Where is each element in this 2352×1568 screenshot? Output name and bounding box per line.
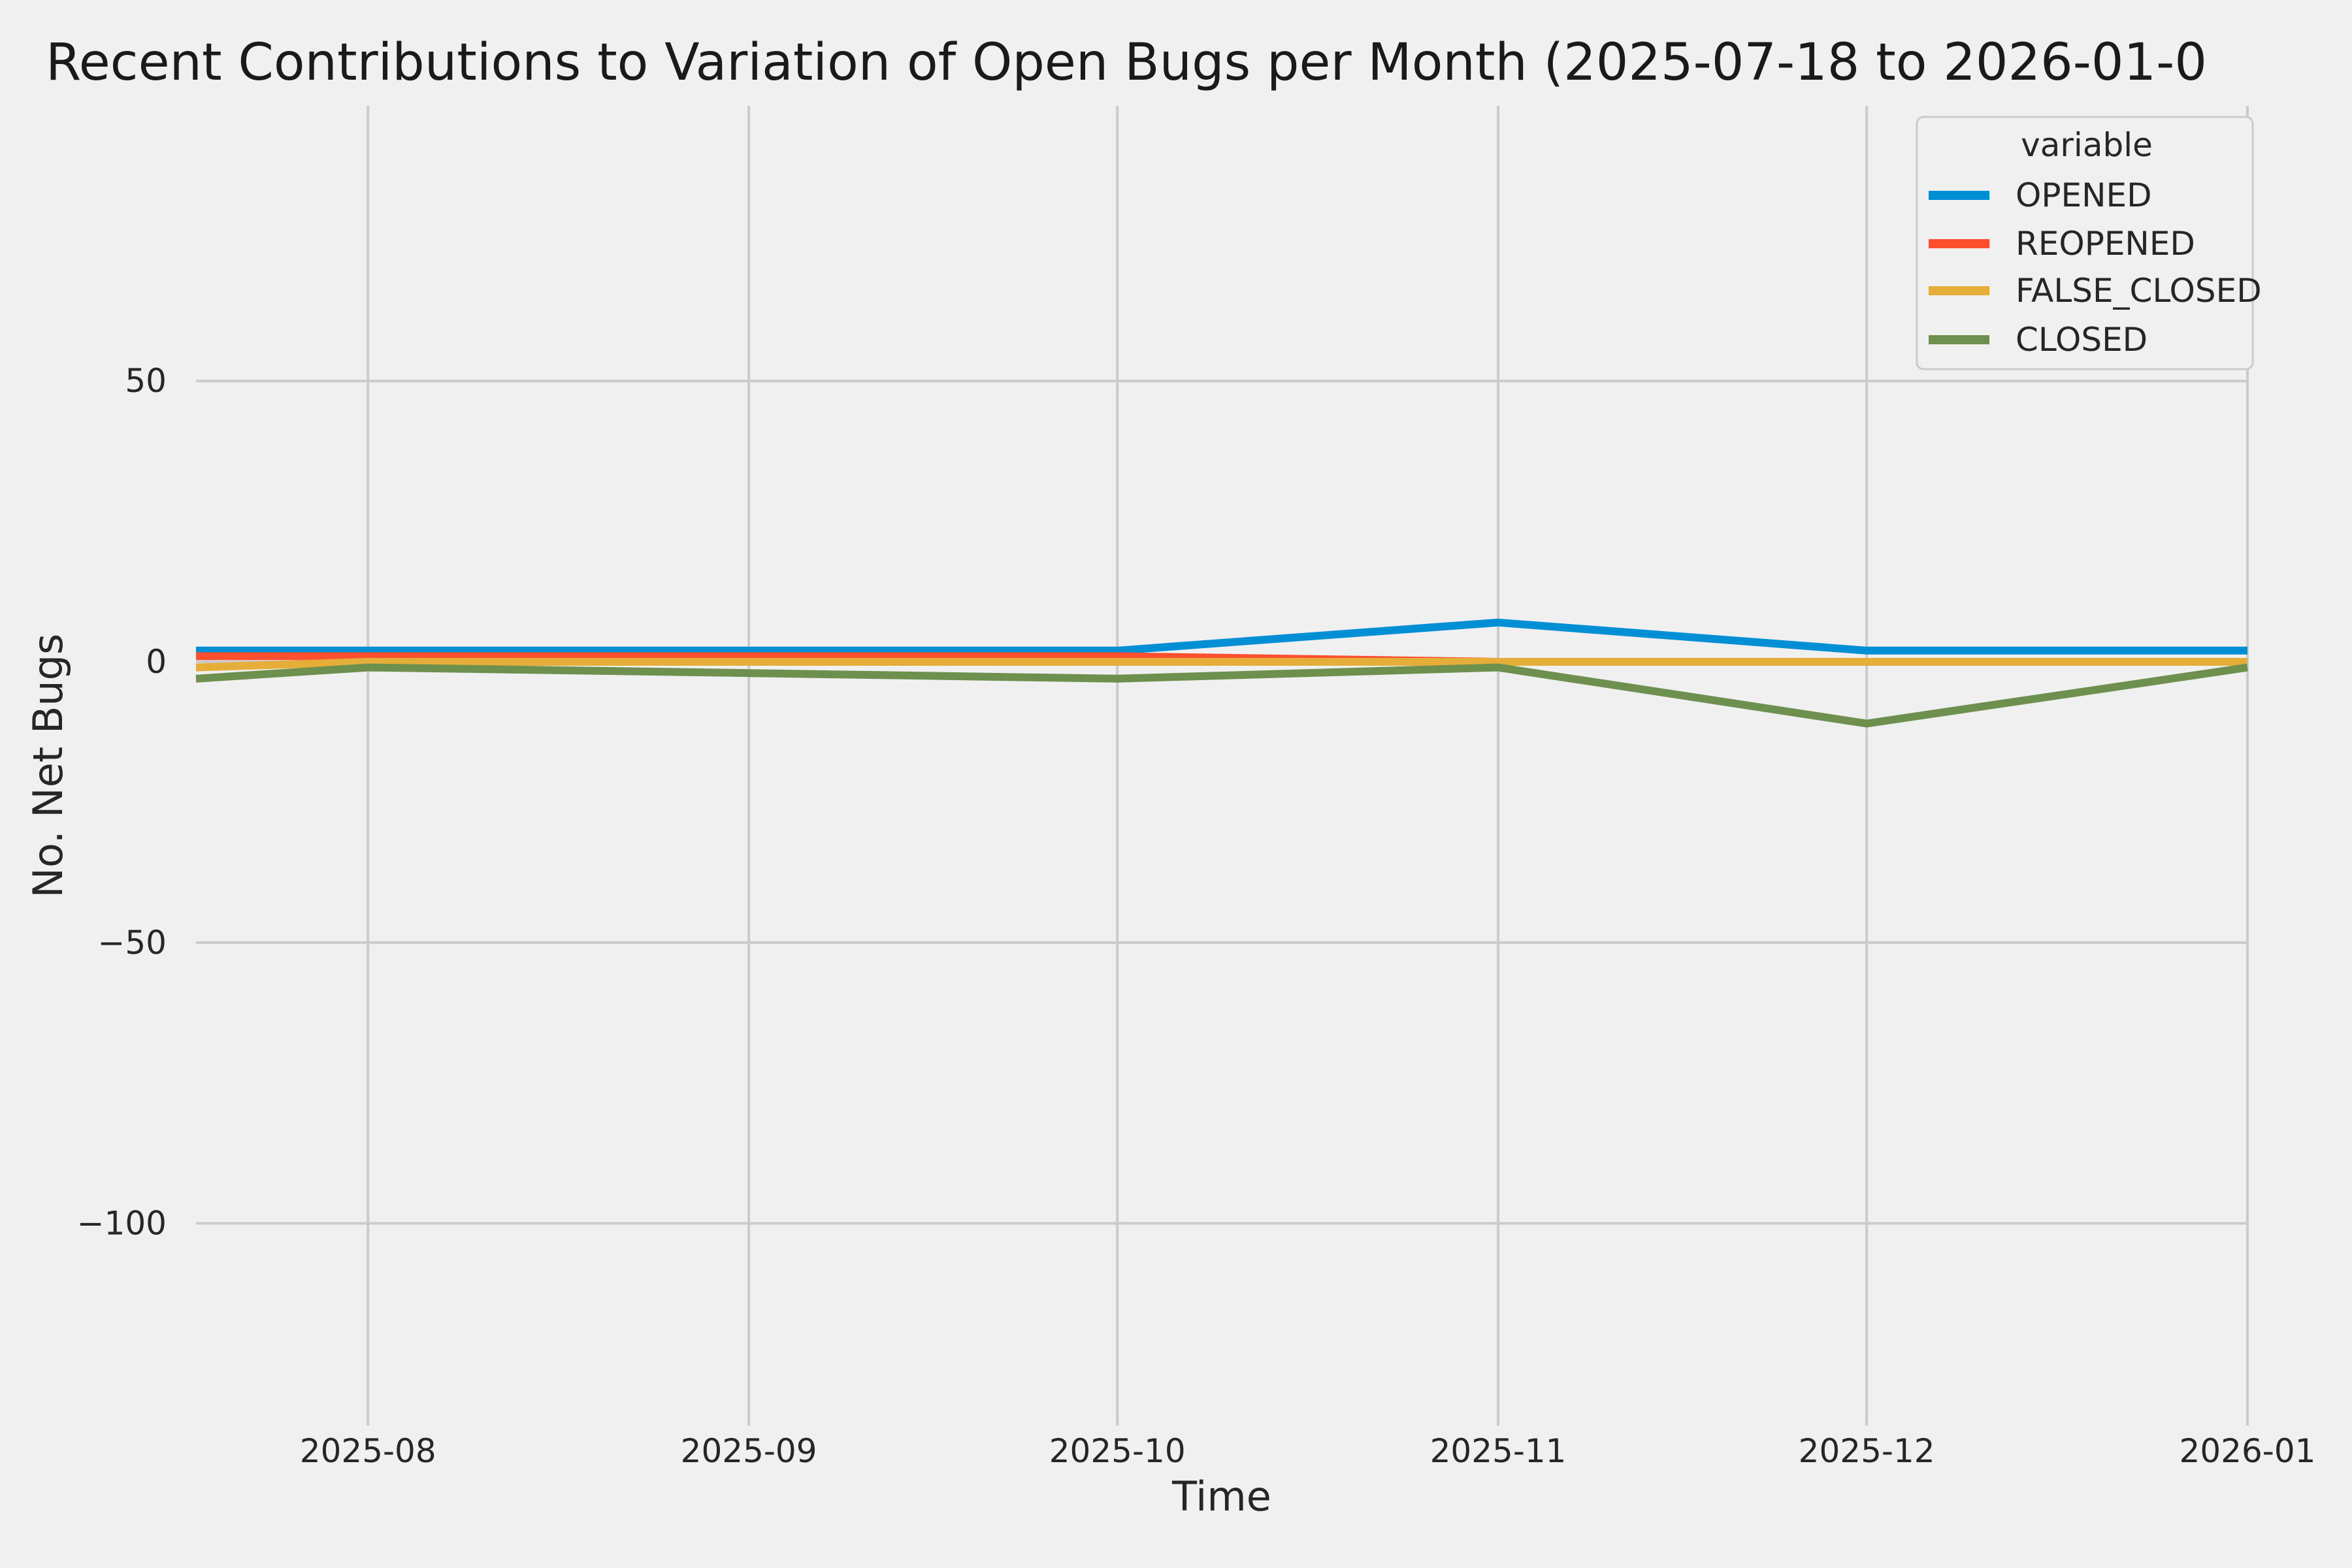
tick-labels: 50 0 −50 −100 2025-08 2025-09 2025-10 2025-11 20… (77, 362, 2316, 1470)
series-line-FALSE_CLOSED (195, 658, 2247, 672)
x-tick-label: 2026-01 (2180, 1432, 2316, 1470)
series-lines (195, 618, 2248, 728)
y-tick-label: 50 (125, 362, 167, 400)
y-tick-label: −50 (97, 924, 167, 962)
x-tick-label: 2025-08 (300, 1432, 436, 1470)
x-axis-label: Time (1171, 1473, 1271, 1520)
y-tick-label: −100 (77, 1205, 167, 1243)
legend-box (1916, 116, 2254, 370)
y-axis-label: No. Net Bugs (24, 634, 72, 898)
legend-label-opened: OPENED (2016, 176, 2152, 214)
y-tick-label: 0 (146, 643, 167, 681)
x-tick-label: 2025-12 (1799, 1432, 1935, 1470)
x-tick-label: 2025-11 (1430, 1432, 1567, 1470)
series-line-OPENED (196, 618, 2247, 655)
legend: variable OPENED REOPENED FALSE_CLOSED CL… (1916, 116, 2262, 370)
x-tick-label: 2025-09 (681, 1432, 817, 1470)
chart-title: Recent Contributions to Variation of Ope… (46, 33, 2207, 92)
legend-title: variable (2021, 126, 2153, 164)
legend-label-closed: CLOSED (2016, 321, 2148, 359)
legend-label-reopened: REOPENED (2016, 225, 2195, 263)
series-line-CLOSED (195, 663, 2248, 728)
x-tick-label: 2025-10 (1049, 1432, 1186, 1470)
legend-label-false-closed: FALSE_CLOSED (2016, 272, 2262, 310)
